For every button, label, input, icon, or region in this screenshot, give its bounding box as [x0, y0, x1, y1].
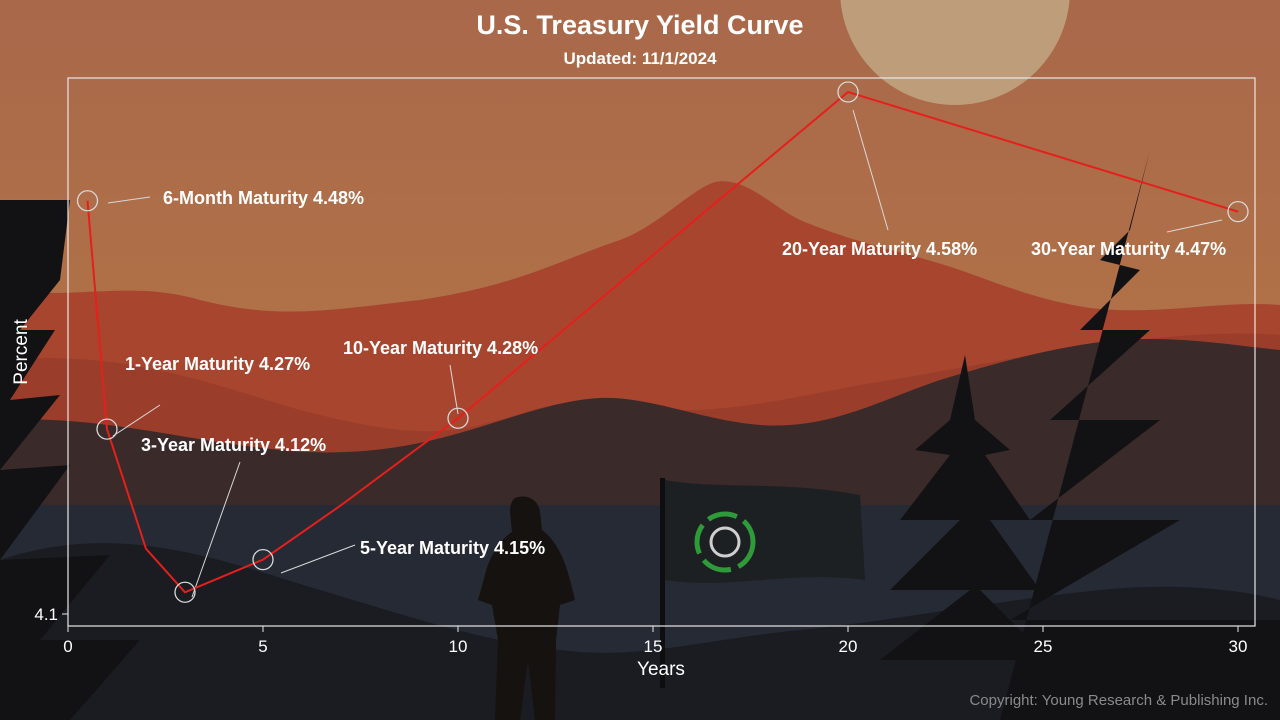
x-tick-label: 25 [1034, 637, 1053, 656]
maturity-markers [76, 81, 1249, 603]
flag-pole [660, 478, 665, 688]
maturity-marker [96, 418, 118, 440]
maturity-label: 10-Year Maturity 4.28% [343, 338, 538, 358]
flag-emblem [694, 511, 756, 573]
maturity-marker [252, 548, 274, 571]
chart-subtitle: Updated: 11/1/2024 [563, 49, 717, 68]
annotation-leader-line [1166, 219, 1223, 233]
y-tick-label: 4.1 [34, 605, 58, 624]
y-axis-ticks: 4.1 [34, 605, 68, 624]
yield-series-line [86, 90, 1239, 594]
annotation-leader-line [280, 544, 356, 574]
maturity-label: 20-Year Maturity 4.58% [782, 239, 977, 259]
x-axis-label: Years [637, 659, 685, 680]
annotation-leaders [107, 109, 1223, 598]
maturity-label: 3-Year Maturity 4.12% [141, 435, 326, 455]
annotation-leader-line [112, 404, 161, 437]
maturity-marker [1227, 200, 1249, 223]
copyright-text: Copyright: Young Research & Publishing I… [969, 692, 1268, 709]
maturity-label: 1-Year Maturity 4.27% [125, 354, 310, 374]
x-tick-label: 30 [1229, 637, 1248, 656]
x-tick-label: 0 [63, 637, 72, 656]
tree-right-silhouette [1000, 150, 1280, 720]
annotation-leader-line [449, 364, 459, 415]
annotation-leader-line [107, 196, 151, 204]
maturity-marker [837, 81, 859, 103]
maturity-marker [76, 190, 99, 212]
x-axis-ticks: 0 5 10 15 20 25 30 [63, 626, 1247, 656]
chart-title: U.S. Treasury Yield Curve [476, 10, 803, 40]
tree-left-silhouette [0, 200, 140, 720]
maturity-label: 5-Year Maturity 4.15% [360, 538, 545, 558]
soldier-silhouette [478, 496, 575, 720]
plot-area-frame [67, 77, 1256, 627]
x-tick-label: 15 [644, 637, 663, 656]
x-tick-label: 5 [258, 637, 267, 656]
maturity-label: 6-Month Maturity 4.48% [163, 188, 364, 208]
tree-right-silhouette-2 [880, 355, 1050, 660]
maturity-label: 30-Year Maturity 4.47% [1031, 239, 1226, 259]
maturity-labels: 6-Month Maturity 4.48% 1-Year Maturity 4.… [125, 188, 1226, 558]
foreground-hill [0, 543, 1280, 720]
flag-shape [665, 480, 865, 583]
maturity-marker [447, 407, 469, 429]
annotation-leader-line [191, 461, 241, 598]
x-tick-label: 20 [839, 637, 858, 656]
sun-shape [840, 0, 1070, 105]
flag-emblem-inner [709, 526, 741, 558]
maturity-marker [174, 581, 196, 603]
annotation-leader-line [852, 109, 889, 231]
y-axis-label: Percent [11, 319, 32, 385]
x-tick-label: 10 [449, 637, 468, 656]
